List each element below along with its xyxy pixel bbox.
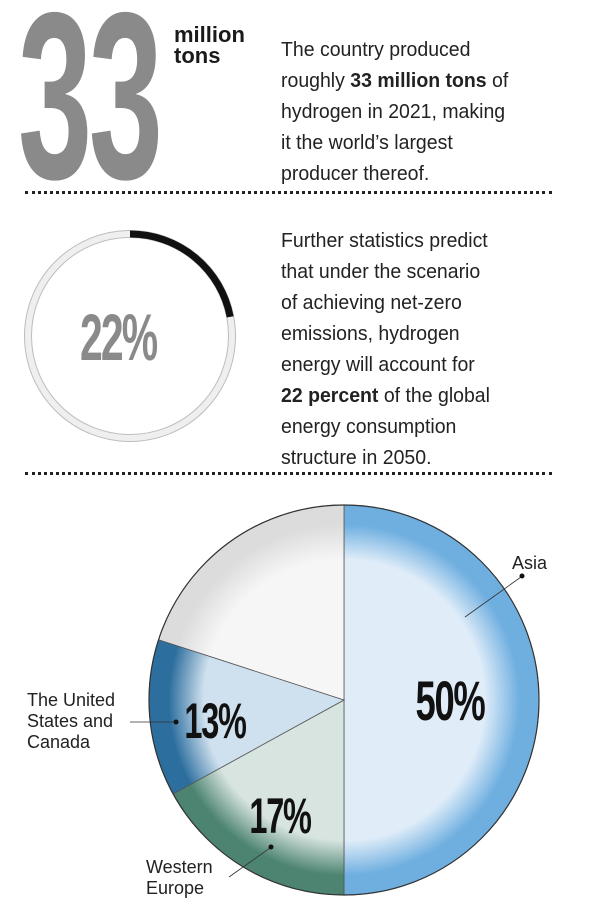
progress-ring: [24, 230, 236, 442]
leader-line: [464, 576, 522, 618]
callout-us-canada: The United: [27, 690, 115, 710]
leader-line: [228, 847, 271, 878]
pie-outline: [148, 504, 540, 896]
text-line: emissions, hydrogen: [281, 318, 490, 349]
callout-us-canada: Canada: [27, 732, 91, 752]
callout-us-canada: States and: [27, 711, 113, 731]
text-segment: that under the scenario: [281, 260, 481, 283]
unit-line: tons: [174, 43, 221, 68]
forecast-paragraph: Further statistics predict that under the…: [281, 225, 490, 473]
text-segment: hydrogen in 2021, making: [281, 100, 506, 123]
leader-dot: [268, 844, 274, 850]
callout-western-europe: Western: [146, 857, 213, 877]
text-line: energy consumption: [281, 411, 490, 442]
slice-value-label: 50%: [416, 670, 485, 733]
text-line: 22 percent of the global: [281, 380, 490, 411]
percent-22-label: 22%: [80, 300, 158, 374]
text-line: producer thereof.: [281, 158, 508, 189]
text-line: it the world’s largest: [281, 127, 508, 158]
text-segment: of: [486, 69, 509, 92]
text-segment: energy will account for: [281, 353, 475, 376]
text-segment: of the global: [378, 384, 490, 407]
highlight-text: 22 percent: [281, 384, 379, 407]
dotted-divider: [25, 472, 552, 475]
text-segment: structure in 2050.: [281, 446, 432, 469]
text-segment: Further statistics predict: [281, 229, 488, 252]
unit-line: million: [174, 22, 245, 47]
text-line: The country produced: [281, 34, 508, 65]
text-line: hydrogen in 2021, making: [281, 96, 508, 127]
callout-asia: Asia: [512, 553, 548, 573]
text-line: structure in 2050.: [281, 442, 490, 473]
text-segment: energy consumption: [281, 415, 457, 438]
leader-dot: [519, 573, 525, 579]
leader-dot: [173, 719, 179, 725]
production-paragraph: The country produced roughly 33 million t…: [281, 34, 508, 189]
text-line: of achieving net-zero: [281, 287, 490, 318]
slice-value-label: 17%: [249, 788, 311, 844]
text-segment: The country produced: [281, 38, 471, 61]
text-line: Further statistics predict: [281, 225, 490, 256]
dotted-divider: [25, 191, 552, 194]
text-segment: roughly: [281, 69, 351, 92]
text-line: energy will account for: [281, 349, 490, 380]
text-line: roughly 33 million tons of: [281, 65, 508, 96]
slice-value-label: 13%: [184, 693, 246, 749]
big-number-33: 33: [18, 0, 163, 229]
highlight-text: 33 million tons: [350, 69, 487, 92]
text-segment: emissions, hydrogen: [281, 322, 460, 345]
text-segment: of achieving net-zero: [281, 291, 462, 314]
callout-western-europe: Europe: [146, 878, 204, 898]
unit-label: million tons: [174, 22, 245, 68]
text-line: that under the scenario: [281, 256, 490, 287]
ring-progress-arc: [129, 230, 234, 318]
text-segment: it the world’s largest: [281, 131, 453, 154]
text-segment: producer thereof.: [281, 162, 430, 185]
